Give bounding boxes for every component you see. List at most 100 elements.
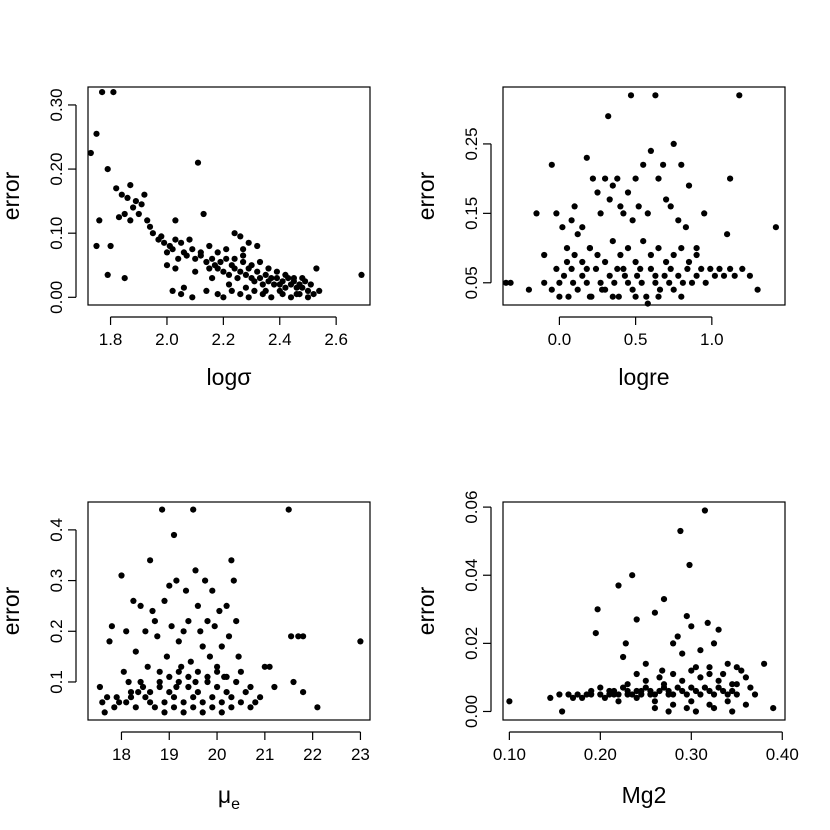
data-point — [642, 660, 649, 667]
data-point — [597, 279, 604, 286]
data-point — [300, 689, 307, 696]
data-point — [170, 531, 178, 539]
data-point — [579, 272, 586, 279]
data-point — [230, 577, 237, 584]
data-point — [299, 275, 306, 282]
data-point — [110, 89, 117, 96]
data-point — [716, 265, 723, 272]
data-point — [574, 231, 581, 238]
data-point — [187, 658, 194, 665]
y-tick-label: 0.1 — [47, 670, 66, 694]
data-point — [175, 668, 182, 675]
x-axis-label-subscript: e — [231, 796, 240, 813]
data-point — [583, 279, 590, 286]
data-point — [656, 674, 663, 681]
data-point — [597, 210, 604, 217]
data-point — [761, 660, 768, 667]
x-tick-label: 2.0 — [155, 330, 179, 349]
point-series — [502, 92, 780, 307]
data-point — [660, 596, 668, 603]
data-point — [583, 154, 590, 161]
data-point — [597, 684, 604, 691]
data-point — [225, 281, 233, 288]
data-point — [642, 677, 649, 684]
data-point — [194, 668, 201, 675]
data-point — [199, 699, 206, 706]
data-point — [190, 506, 197, 513]
data-point — [720, 670, 727, 678]
data-point — [233, 618, 240, 625]
data-point — [502, 279, 510, 286]
data-point — [209, 587, 216, 594]
data-point — [190, 704, 197, 711]
data-point — [259, 281, 266, 288]
data-point — [132, 704, 139, 711]
y-tick-label: 0.30 — [47, 88, 66, 121]
data-point — [556, 279, 563, 286]
data-point — [632, 175, 639, 182]
data-point — [265, 265, 272, 272]
data-point — [707, 265, 714, 272]
data-point — [130, 597, 137, 605]
data-point — [169, 287, 176, 294]
data-point — [565, 691, 572, 698]
data-point — [172, 236, 179, 243]
x-axis: 0.0 0.5 1.0 — [548, 316, 724, 349]
data-point — [251, 278, 258, 285]
data-point — [642, 684, 649, 691]
data-point — [144, 217, 151, 224]
x-tick-label: 1.8 — [99, 330, 123, 349]
data-point — [314, 704, 321, 711]
data-point — [209, 255, 216, 262]
data-point — [228, 287, 235, 294]
data-point — [206, 242, 213, 250]
data-point — [651, 691, 659, 698]
data-point — [223, 246, 230, 253]
data-point — [605, 113, 612, 120]
x-tick-label: 1.0 — [700, 330, 724, 349]
data-point — [711, 272, 719, 279]
data-point — [223, 673, 230, 681]
data-point — [161, 597, 168, 605]
data-point — [651, 698, 659, 705]
data-point — [189, 246, 196, 253]
x-tick-label: 0.20 — [584, 745, 617, 764]
data-point — [214, 291, 221, 298]
data-point — [192, 567, 199, 574]
data-point — [624, 687, 631, 695]
data-point — [670, 640, 677, 647]
data-point — [172, 265, 179, 272]
data-point — [693, 272, 700, 279]
data-point — [679, 687, 686, 695]
data-point — [147, 689, 154, 696]
data-point — [139, 683, 147, 691]
data-point — [706, 664, 713, 671]
data-point — [655, 175, 662, 182]
data-point — [104, 166, 111, 173]
data-point — [633, 687, 640, 695]
y-tick-label: 0.00 — [462, 695, 481, 728]
x-axis-label: logre — [618, 364, 669, 390]
data-point — [189, 294, 196, 301]
data-point — [175, 678, 182, 686]
data-point — [185, 618, 192, 625]
data-point — [161, 699, 168, 706]
data-point — [747, 684, 754, 691]
data-point — [120, 668, 127, 675]
data-point — [622, 640, 629, 647]
data-point — [533, 210, 540, 217]
x-axis: 0.10 0.20 0.30 0.40 — [493, 731, 799, 764]
data-point — [655, 293, 662, 300]
data-point — [166, 582, 173, 589]
x-tick-label: 0.5 — [624, 330, 648, 349]
data-point — [182, 587, 190, 594]
data-point — [656, 687, 663, 695]
data-point — [111, 704, 118, 711]
data-point — [127, 689, 135, 696]
data-point — [156, 678, 163, 686]
data-point — [123, 699, 130, 706]
data-point — [178, 663, 185, 670]
data-point — [192, 678, 199, 686]
data-point — [159, 506, 166, 513]
